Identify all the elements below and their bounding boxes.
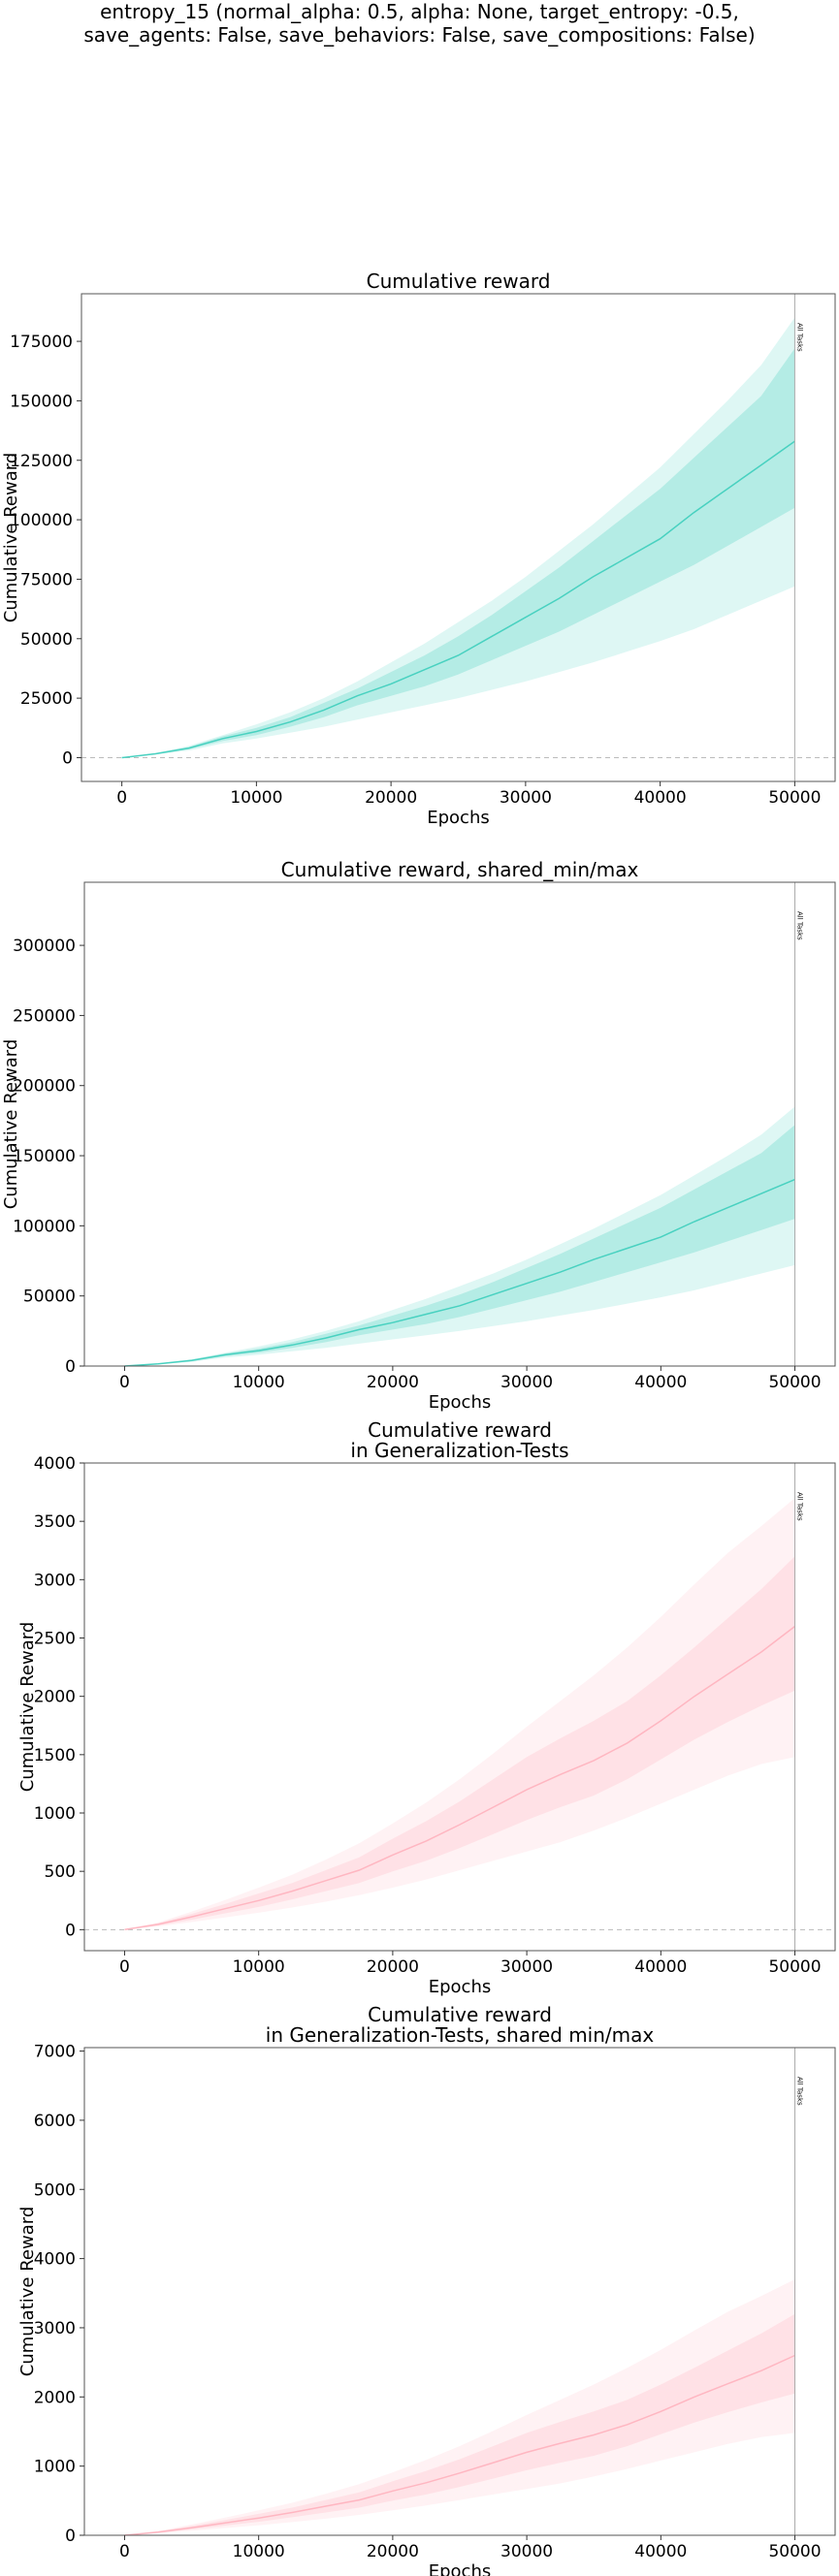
x-tick-label: 0	[119, 1957, 130, 1977]
x-tick-label: 50000	[768, 1957, 821, 1977]
std-band	[124, 1125, 795, 1366]
mean-line	[121, 440, 795, 759]
x-tick-label: 20000	[367, 1373, 419, 1392]
y-tick-label: 3500	[34, 1512, 76, 1532]
chart-title-line: in Generalization-Tests, shared min/max	[266, 2023, 655, 2047]
all-tasks-label: All Tasks	[795, 323, 803, 352]
y-tick-label: 7000	[34, 2043, 76, 2062]
y-tick-label: 125000	[10, 452, 73, 471]
y-tick-label: 1000	[34, 2458, 76, 2477]
x-tick-label: 50000	[768, 2542, 821, 2561]
y-tick-label: 2500	[34, 1630, 76, 1649]
mean-line	[124, 1178, 795, 1367]
x-tick-label: 30000	[500, 1957, 553, 1977]
suptitle-line-2: save_agents: False, save_behaviors: Fals…	[83, 23, 756, 47]
x-tick-label: 30000	[500, 788, 552, 808]
y-tick-label: 100000	[13, 1217, 76, 1236]
y-tick-label: 3000	[34, 2319, 76, 2338]
mean-line	[124, 2354, 795, 2536]
y-tick-label: 175000	[10, 333, 73, 352]
x-tick-label: 0	[119, 2542, 130, 2561]
x-tick-label: 10000	[233, 1957, 285, 1977]
plot-frame	[83, 881, 836, 1367]
chart-title-line: in Generalization-Tests	[350, 1439, 568, 1462]
chart-title-line: Cumulative reward	[368, 1418, 552, 1442]
plot-frame	[81, 293, 836, 782]
x-tick-label: 40000	[634, 1373, 687, 1392]
y-tick-label: 25000	[20, 689, 73, 709]
x-axis-label: Epochs	[429, 1392, 492, 1413]
x-tick-label: 10000	[233, 1373, 285, 1392]
chart-title-line: Cumulative reward, shared_min/max	[281, 858, 639, 881]
x-tick-label: 10000	[233, 2542, 285, 2561]
x-axis-label: Epochs	[429, 2561, 492, 2576]
y-tick-label: 50000	[23, 1288, 76, 1307]
all-tasks-label: All Tasks	[796, 911, 804, 940]
x-tick-label: 40000	[634, 2542, 687, 2561]
all-tasks-label: All Tasks	[796, 1492, 804, 1521]
y-tick-label: 1000	[34, 1804, 76, 1824]
x-tick-label: 20000	[367, 1957, 419, 1977]
y-tick-label: 2000	[34, 1688, 76, 1707]
y-tick-label: 4000	[34, 1454, 76, 1474]
x-tick-label: 0	[116, 788, 127, 808]
x-tick-label: 20000	[365, 788, 417, 808]
y-tick-label: 100000	[10, 511, 73, 530]
y-tick-label: 150000	[10, 392, 73, 411]
y-tick-label: 300000	[13, 937, 76, 956]
x-tick-label: 10000	[230, 788, 282, 808]
chart-2: Cumulative reward, shared_min/max All Tas…	[1, 858, 836, 1413]
y-axis-label: Cumulative Reward	[17, 2207, 38, 2377]
y-tick-label: 3000	[34, 1571, 76, 1590]
y-tick-label: 200000	[13, 1077, 76, 1097]
x-tick-label: 50000	[768, 1373, 821, 1392]
x-axis-label: Epochs	[429, 1977, 492, 1997]
std-band	[124, 2313, 795, 2535]
mean-line	[124, 1625, 795, 1931]
x-tick-label: 30000	[500, 1373, 553, 1392]
x-tick-label: 30000	[500, 2542, 553, 2561]
minmax-band	[124, 2279, 795, 2535]
y-tick-label: 6000	[34, 2112, 76, 2131]
chart-1: Cumulative reward All Tasks 0 10000 20000 300…	[1, 270, 836, 828]
minmax-band	[124, 1106, 795, 1366]
x-axis-label: Epochs	[427, 808, 490, 828]
minmax-band	[121, 317, 795, 758]
plot-frame	[83, 2047, 836, 2536]
y-tick-label: 0	[62, 748, 73, 768]
y-tick-label: 150000	[13, 1147, 76, 1166]
y-tick-label: 250000	[13, 1006, 76, 1026]
y-tick-label: 0	[65, 2527, 76, 2546]
plot-frame	[83, 1462, 836, 1952]
std-band	[124, 1556, 795, 1930]
x-tick-label: 50000	[768, 788, 821, 808]
y-tick-label: 2000	[34, 2388, 76, 2407]
y-tick-label: 4000	[34, 2250, 76, 2270]
y-axis-label: Cumulative Reward	[1, 1039, 21, 1210]
figure-suptitle: entropy_15 (normal_alpha: 0.5, alpha: No…	[0, 0, 839, 47]
x-tick-label: 20000	[367, 2542, 419, 2561]
y-tick-label: 50000	[20, 630, 73, 650]
y-axis-label: Cumulative Reward	[1, 453, 21, 623]
y-tick-label: 500	[45, 1862, 76, 1882]
y-tick-label: 0	[65, 1357, 76, 1377]
x-tick-label: 40000	[634, 788, 687, 808]
x-tick-label: 40000	[634, 1957, 687, 1977]
chart-title-line: Cumulative reward	[368, 2003, 552, 2026]
y-tick-label: 75000	[20, 570, 73, 589]
y-tick-label: 5000	[34, 2180, 76, 2200]
all-tasks-label: All Tasks	[796, 2077, 804, 2106]
chart-title-line: Cumulative reward	[367, 270, 551, 293]
std-band	[121, 348, 795, 758]
y-axis-label: Cumulative Reward	[17, 1622, 38, 1793]
minmax-band	[124, 1498, 795, 1930]
x-tick-label: 0	[119, 1373, 130, 1392]
y-tick-label: 0	[65, 1921, 76, 1940]
y-tick-label: 1500	[34, 1746, 76, 1765]
suptitle-line-1: entropy_15 (normal_alpha: 0.5, alpha: No…	[100, 0, 739, 23]
